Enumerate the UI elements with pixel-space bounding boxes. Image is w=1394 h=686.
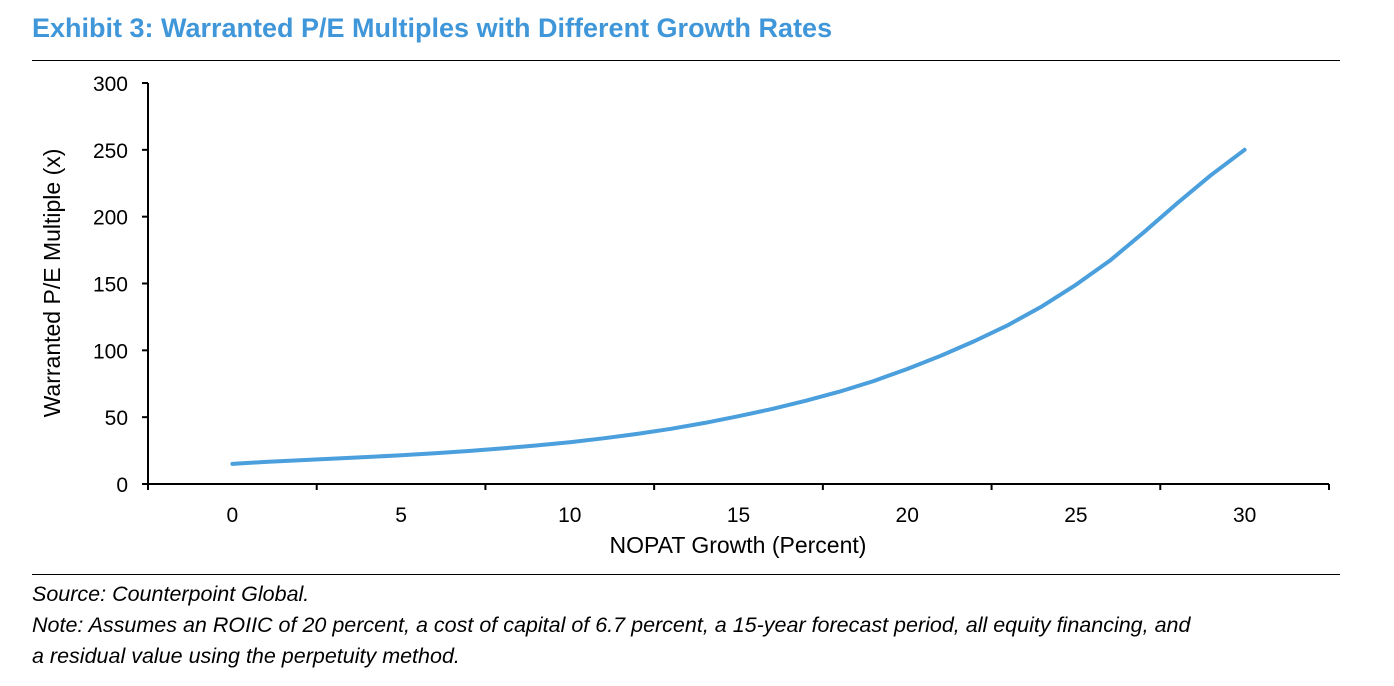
x-tick-label: 25	[1064, 504, 1087, 527]
x-tick-label: 10	[558, 504, 581, 527]
y-tick-label: 300	[93, 73, 128, 96]
y-axis-label: Warranted P/E Multiple (x)	[39, 149, 65, 418]
x-tick-label: 5	[395, 504, 407, 527]
series-line	[230, 147, 1247, 466]
x-axis-label: NOPAT Growth (Percent)	[610, 532, 867, 558]
y-tick-label: 200	[93, 207, 128, 230]
source-note: Source: Counterpoint Global.	[32, 582, 310, 606]
top-divider	[32, 60, 1340, 61]
x-tick-label: 0	[227, 504, 239, 527]
chart-title: Exhibit 3: Warranted P/E Multiples with …	[32, 13, 833, 43]
y-tick-label: 250	[93, 140, 128, 163]
y-tick-label: 150	[93, 274, 128, 297]
footnotes: Source: Counterpoint Global. Note: Assum…	[32, 579, 1352, 672]
x-tick-label: 15	[727, 504, 750, 527]
chart-ticks	[142, 82, 1330, 490]
chart-series	[230, 147, 1247, 466]
assumptions-note-line-1: Note: Assumes an ROIIC of 20 percent, a …	[32, 613, 1191, 637]
x-tick-label: 20	[896, 504, 919, 527]
y-tick-label: 50	[105, 407, 128, 430]
x-tick-label: 30	[1233, 504, 1256, 527]
chart-axes	[147, 83, 1329, 485]
y-tick-label: 0	[116, 474, 128, 497]
bottom-divider	[32, 574, 1340, 575]
chart-tick-labels: 0 50 100 150 200 250 300 0 5 10 15 20 25 30	[93, 73, 1256, 527]
assumptions-note-line-2: a residual value using the perpetuity me…	[32, 644, 460, 668]
y-tick-label: 100	[93, 340, 128, 363]
line-chart: 0 50 100 150 200 250 300 0 5 10 15 20 25 30 NOPAT Gro…	[39, 73, 1330, 558]
